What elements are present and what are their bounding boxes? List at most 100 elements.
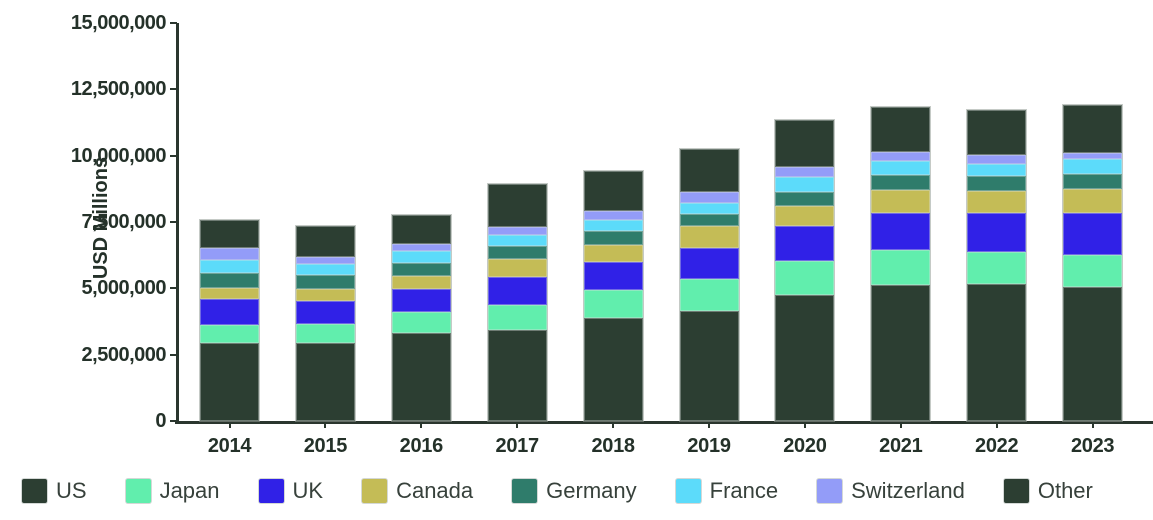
legend-item-france[interactable]: France (675, 479, 778, 503)
bar-segment-france-2023[interactable] (1063, 159, 1123, 174)
bar-segment-other-2021[interactable] (871, 107, 931, 152)
bar-segment-canada-2022[interactable] (967, 190, 1027, 214)
bar-2017[interactable] (486, 183, 548, 422)
bar-segment-other-2020[interactable] (775, 119, 835, 167)
bar-segment-france-2017[interactable] (487, 234, 547, 246)
bar-segment-canada-2023[interactable] (1063, 188, 1123, 214)
legend-item-us[interactable]: US (22, 479, 87, 503)
bar-segment-uk-2020[interactable] (775, 226, 835, 262)
bar-segment-canada-2018[interactable] (583, 245, 643, 262)
bar-segment-japan-2020[interactable] (775, 261, 835, 296)
bar-segment-uk-2016[interactable] (391, 288, 451, 313)
bar-segment-japan-2015[interactable] (295, 324, 355, 343)
bar-segment-switzerland-2016[interactable] (391, 243, 451, 252)
bar-segment-us-2023[interactable] (1063, 286, 1123, 421)
bar-2018[interactable] (582, 169, 644, 422)
bar-segment-switzerland-2019[interactable] (679, 191, 739, 203)
legend-item-other[interactable]: Other (1003, 479, 1093, 503)
bar-segment-canada-2017[interactable] (487, 258, 547, 277)
bar-segment-other-2023[interactable] (1063, 104, 1123, 153)
bar-segment-germany-2015[interactable] (295, 275, 355, 289)
bar-segment-uk-2021[interactable] (871, 212, 931, 251)
x-tick-label-2021: 2021 (879, 435, 923, 457)
bar-segment-japan-2014[interactable] (200, 324, 259, 344)
bar-segment-germany-2017[interactable] (487, 245, 547, 259)
bar-segment-france-2014[interactable] (200, 260, 259, 274)
bar-segment-france-2015[interactable] (295, 264, 355, 276)
bar-segment-germany-2020[interactable] (775, 191, 835, 207)
bar-segment-other-2018[interactable] (583, 170, 643, 212)
bar-2023[interactable] (1062, 103, 1124, 422)
bar-2015[interactable] (294, 224, 356, 422)
bar-segment-uk-2014[interactable] (200, 298, 259, 325)
bar-segment-france-2018[interactable] (583, 219, 643, 232)
legend-item-switzerland[interactable]: Switzerland (817, 479, 965, 503)
bar-segment-france-2021[interactable] (871, 161, 931, 176)
bar-segment-switzerland-2014[interactable] (200, 248, 259, 261)
bar-segment-germany-2019[interactable] (679, 214, 739, 227)
bar-segment-france-2019[interactable] (679, 202, 739, 215)
bar-segment-us-2019[interactable] (679, 310, 739, 421)
bar-segment-us-2014[interactable] (200, 343, 259, 421)
bar-segment-switzerland-2022[interactable] (967, 155, 1027, 165)
bar-segment-germany-2023[interactable] (1063, 173, 1123, 189)
bar-segment-switzerland-2018[interactable] (583, 211, 643, 220)
bar-segment-japan-2023[interactable] (1063, 254, 1123, 287)
bar-segment-uk-2023[interactable] (1063, 213, 1123, 255)
bar-segment-other-2015[interactable] (295, 225, 355, 257)
bar-segment-france-2020[interactable] (775, 177, 835, 192)
bar-segment-other-2014[interactable] (200, 219, 259, 249)
bar-segment-germany-2014[interactable] (200, 273, 259, 288)
legend-item-japan[interactable]: Japan (125, 479, 220, 503)
legend-item-germany[interactable]: Germany (512, 478, 637, 503)
bar-2016[interactable] (390, 214, 452, 422)
legend-label: Germany (546, 478, 637, 503)
bar-2019[interactable] (678, 148, 740, 422)
bar-segment-other-2016[interactable] (391, 215, 451, 244)
bar-segment-uk-2017[interactable] (487, 276, 547, 305)
bar-segment-germany-2022[interactable] (967, 176, 1027, 191)
bar-segment-us-2022[interactable] (967, 284, 1027, 421)
bar-segment-switzerland-2015[interactable] (295, 256, 355, 265)
bar-segment-canada-2019[interactable] (679, 226, 739, 248)
bar-2022[interactable] (966, 109, 1028, 422)
bar-segment-uk-2019[interactable] (679, 247, 739, 280)
bar-segment-france-2022[interactable] (967, 164, 1027, 177)
bar-segment-us-2020[interactable] (775, 295, 835, 421)
bar-segment-uk-2018[interactable] (583, 261, 643, 290)
bar-2021[interactable] (870, 106, 932, 422)
bar-segment-canada-2015[interactable] (295, 288, 355, 302)
bar-segment-germany-2021[interactable] (871, 175, 931, 191)
bar-segment-canada-2016[interactable] (391, 275, 451, 289)
bar-segment-germany-2018[interactable] (583, 231, 643, 246)
bar-segment-other-2022[interactable] (967, 110, 1027, 156)
bar-segment-us-2016[interactable] (391, 333, 451, 421)
bar-segment-canada-2020[interactable] (775, 206, 835, 227)
bar-2014[interactable] (199, 218, 260, 422)
bar-segment-switzerland-2017[interactable] (487, 226, 547, 235)
bar-segment-us-2018[interactable] (583, 318, 643, 421)
legend-item-canada[interactable]: Canada (362, 479, 473, 503)
bar-segment-canada-2021[interactable] (871, 190, 931, 213)
bar-segment-uk-2022[interactable] (967, 213, 1027, 252)
legend-item-uk[interactable]: UK (258, 479, 323, 503)
bar-segment-japan-2017[interactable] (487, 304, 547, 330)
bar-2020[interactable] (774, 118, 836, 422)
bar-segment-japan-2018[interactable] (583, 289, 643, 319)
bar-segment-uk-2015[interactable] (295, 301, 355, 325)
bar-segment-japan-2016[interactable] (391, 312, 451, 334)
bar-segment-us-2015[interactable] (295, 342, 355, 421)
bar-segment-canada-2014[interactable] (200, 287, 259, 299)
bar-segment-switzerland-2023[interactable] (1063, 152, 1123, 160)
bar-segment-germany-2016[interactable] (391, 263, 451, 276)
bar-segment-switzerland-2021[interactable] (871, 152, 931, 162)
bar-segment-us-2021[interactable] (871, 285, 931, 421)
bar-segment-other-2019[interactable] (679, 149, 739, 192)
bar-segment-us-2017[interactable] (487, 329, 547, 421)
bar-segment-japan-2022[interactable] (967, 251, 1027, 285)
bar-segment-other-2017[interactable] (487, 184, 547, 227)
bar-segment-japan-2019[interactable] (679, 279, 739, 311)
bar-segment-japan-2021[interactable] (871, 250, 931, 286)
bar-segment-switzerland-2020[interactable] (775, 166, 835, 178)
bar-segment-france-2016[interactable] (391, 251, 451, 264)
